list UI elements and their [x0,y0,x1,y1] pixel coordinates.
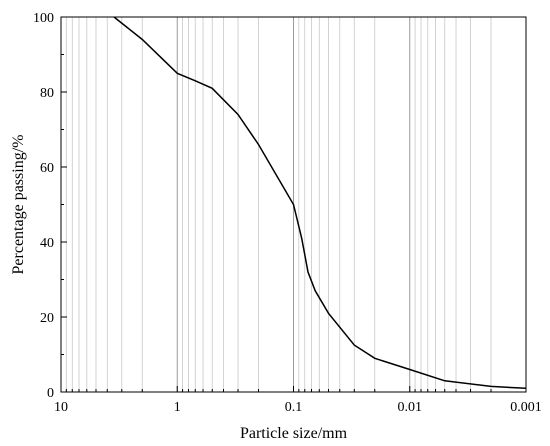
x-tick-labels: 10 1 0.1 0.01 0.001 [54,400,542,415]
y-tick-label: 40 [40,236,54,251]
ticks-layer [61,16,527,393]
y-tick-label: 80 [40,86,54,101]
x-tick-label: 0.001 [510,400,542,415]
y-tick-label: 60 [40,161,54,176]
y-tick-labels: 0 20 40 60 80 100 [33,11,54,401]
y-axis-title: Percentage passing/% [10,135,27,275]
y-tick-label: 100 [33,11,54,26]
x-tick-label: 0.1 [285,400,303,415]
x-tick-label: 10 [54,400,68,415]
x-tick-label: 0.01 [398,400,423,415]
grid-layer [65,17,527,392]
x-axis-title: Particle size/mm [240,425,348,442]
x-tick-label: 1 [174,400,181,415]
series-line [113,16,527,390]
y-tick-label: 0 [47,386,54,401]
y-tick-label: 20 [40,311,54,326]
